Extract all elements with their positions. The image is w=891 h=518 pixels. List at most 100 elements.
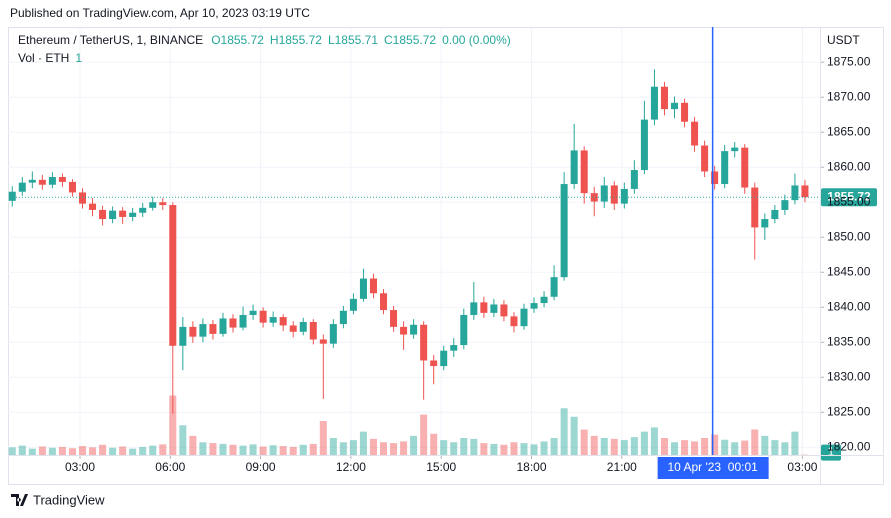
candle-body [139,207,147,213]
ohlc-value: L1855.71 [328,33,378,47]
volume-bar [610,438,618,455]
volume-bar [670,442,679,455]
volume-bar [681,440,689,455]
candle-body [530,303,538,309]
candle-body [630,170,638,189]
candle-body [129,212,137,217]
x-tick-label: 12:00 [336,460,366,474]
volume-badge [821,444,841,461]
volume-bar [309,443,317,455]
volume-bar [600,438,608,455]
volume-bar [510,442,518,455]
volume-bar [560,408,568,455]
volume-bar [279,446,287,455]
volume-bar [339,442,347,455]
y-tick-label: 1835.00 [827,334,871,348]
candle-body [349,298,357,311]
candle-body [249,310,257,315]
volume-bar [741,440,749,455]
volume-bar [249,444,257,455]
candle-body [289,325,297,332]
volume-bar [410,435,418,455]
candle-body [681,102,689,122]
candle-body [229,318,237,328]
y-tick-label: 1830.00 [827,369,871,383]
volume-bar [791,431,799,455]
volume-bar [470,438,478,455]
candle-body [440,350,448,367]
volume-bar [159,444,167,455]
candle-body [490,304,498,313]
candle-body [751,187,759,228]
volume-bar [78,446,87,455]
volume-bar [189,435,197,455]
volume-bar [630,437,638,455]
volume-bar [440,440,448,455]
candle-body [660,86,668,110]
y-tick-label: 1845.00 [827,264,871,278]
volume-bar [500,444,508,455]
brand-logo: TradingView [11,492,105,507]
volume-bar [8,447,16,455]
crosshair-time-badge [657,457,769,479]
x-tick-label: 09:00 [246,460,276,474]
candle-body [570,150,578,185]
candle-body [99,209,107,220]
currency-label: USDT [827,33,860,47]
candle-body [319,339,327,344]
candle-body [480,302,488,313]
candle-body [781,200,789,210]
volume-bar [620,440,628,455]
candle-body [380,293,388,311]
candle-body [259,310,267,323]
candle-body [239,314,247,328]
candle-body [470,302,478,315]
y-tick-label: 1860.00 [827,159,871,173]
crosshair-time-label: 10 Apr '23 00:01 [667,460,758,474]
volume-bar [359,431,367,455]
volume-bar [319,421,327,455]
candle-body [500,304,508,317]
candle-body [400,326,408,335]
candle-body [369,278,377,294]
y-tick-label: 1850.00 [827,229,871,243]
candle-body [119,210,127,217]
candle-body [28,179,36,183]
volume-bar [149,445,157,455]
candle-body [159,202,167,206]
candle-body [701,145,709,172]
logo-icon [11,494,28,506]
volume-bar [520,443,528,455]
candle-layer [8,69,809,414]
y-tick-label: 1870.00 [827,89,871,103]
candle-body [18,182,26,192]
candle-body [38,179,46,185]
volume-bar [289,446,297,455]
candle-body [801,185,809,198]
volume-bar [109,447,117,455]
volume-bar [119,446,127,455]
volume-bar [349,440,357,455]
candle-body [78,192,87,204]
candle-body [520,308,528,327]
volume-bar [480,443,488,455]
candle-body [299,321,307,332]
symbol-label: Ethereum / TetherUS, 1, BINANCE [18,33,203,47]
candle-body [219,318,227,334]
volume-bar [58,446,66,455]
candle-body [691,121,699,146]
candle-body [48,177,56,185]
volume-bar [691,441,699,455]
candle-body [510,316,518,327]
candle-body [610,185,618,204]
candle-body [580,150,588,194]
candle-body [600,185,608,202]
volume-bar [721,439,729,455]
candle-body [650,86,658,120]
ohlc-value: C1855.72 [384,33,436,47]
candle-body [620,188,628,204]
candle-body [711,171,719,185]
volume-bar [369,438,377,455]
candle-body [199,324,207,337]
